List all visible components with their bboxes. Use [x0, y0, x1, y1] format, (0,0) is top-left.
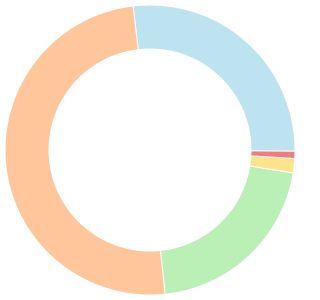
- chart: [4, 4, 296, 296]
- donut-segment: [159, 165, 294, 295]
- donut-segment: [132, 4, 296, 152]
- donut-segment: [4, 5, 166, 296]
